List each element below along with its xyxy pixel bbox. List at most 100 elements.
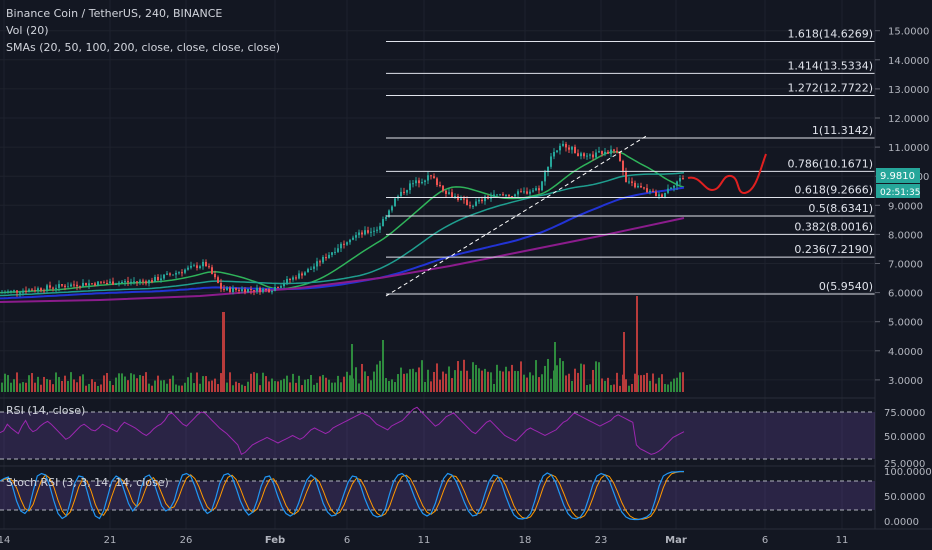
candle-body[interactable] bbox=[445, 190, 447, 194]
candle-body[interactable] bbox=[538, 188, 540, 191]
candle-body[interactable] bbox=[67, 286, 69, 288]
candle-body[interactable] bbox=[535, 188, 537, 191]
candle-body[interactable] bbox=[136, 281, 138, 283]
candle-body[interactable] bbox=[25, 290, 27, 292]
candle-body[interactable] bbox=[52, 287, 54, 289]
candle-body[interactable] bbox=[283, 283, 285, 287]
candle-body[interactable] bbox=[334, 251, 336, 253]
candle-body[interactable] bbox=[325, 256, 327, 259]
candle-body[interactable] bbox=[412, 183, 414, 185]
candle-body[interactable] bbox=[649, 190, 651, 193]
candle-body[interactable] bbox=[4, 292, 6, 294]
legend-volume[interactable]: Vol (20) bbox=[6, 24, 49, 37]
candle-body[interactable] bbox=[580, 153, 582, 157]
candle-body[interactable] bbox=[655, 191, 657, 197]
candle-body[interactable] bbox=[100, 281, 102, 283]
candle-body[interactable] bbox=[400, 191, 402, 197]
candle-body[interactable] bbox=[643, 187, 645, 189]
candle-body[interactable] bbox=[673, 185, 675, 188]
candle-body[interactable] bbox=[379, 226, 381, 230]
candle-body[interactable] bbox=[139, 280, 141, 282]
candle-body[interactable] bbox=[214, 273, 216, 278]
candle-body[interactable] bbox=[451, 192, 453, 198]
candle-body[interactable] bbox=[64, 285, 66, 288]
candle-body[interactable] bbox=[439, 184, 441, 186]
candle-body[interactable] bbox=[505, 195, 507, 197]
candle-body[interactable] bbox=[574, 146, 576, 154]
candle-body[interactable] bbox=[568, 147, 570, 150]
candle-body[interactable] bbox=[196, 265, 198, 268]
candle-body[interactable] bbox=[418, 180, 420, 184]
candle-body[interactable] bbox=[121, 281, 123, 283]
candle-body[interactable] bbox=[589, 154, 591, 156]
candle-body[interactable] bbox=[499, 194, 501, 196]
candle-body[interactable] bbox=[682, 178, 684, 180]
candle-body[interactable] bbox=[172, 274, 174, 276]
sma-200-line[interactable] bbox=[0, 217, 685, 303]
candle-body[interactable] bbox=[337, 248, 339, 252]
candle-body[interactable] bbox=[658, 194, 660, 197]
candle-body[interactable] bbox=[613, 149, 615, 151]
candle-body[interactable] bbox=[49, 285, 51, 288]
fib-trend-line[interactable] bbox=[385, 134, 649, 297]
candle-body[interactable] bbox=[676, 181, 678, 186]
candle-body[interactable] bbox=[541, 181, 543, 191]
candle-body[interactable] bbox=[364, 230, 366, 235]
candle-body[interactable] bbox=[331, 252, 333, 255]
stoch-axis[interactable]: 100.0000 50.0000 0.0000 bbox=[884, 467, 932, 528]
rsi-axis[interactable]: 75.0000 50.0000 25.0000 bbox=[884, 408, 925, 470]
candle-body[interactable] bbox=[652, 190, 654, 192]
candle-body[interactable] bbox=[565, 143, 567, 148]
legend-title[interactable]: Binance Coin / TetherUS, 240, BINANCE bbox=[6, 7, 222, 20]
candle-body[interactable] bbox=[244, 289, 246, 293]
candle-body[interactable] bbox=[532, 190, 534, 192]
candle-body[interactable] bbox=[157, 276, 159, 281]
candle-body[interactable] bbox=[493, 194, 495, 197]
sma-50-line[interactable] bbox=[0, 172, 685, 297]
candle-body[interactable] bbox=[277, 286, 279, 288]
candle-body[interactable] bbox=[175, 272, 177, 275]
candle-body[interactable] bbox=[424, 180, 426, 183]
candle-body[interactable] bbox=[22, 290, 24, 293]
candle-body[interactable] bbox=[238, 289, 240, 292]
candle-body[interactable] bbox=[298, 273, 300, 279]
candle-body[interactable] bbox=[358, 232, 360, 236]
candle-body[interactable] bbox=[94, 283, 96, 286]
candle-body[interactable] bbox=[640, 185, 642, 188]
candle-body[interactable] bbox=[301, 273, 303, 276]
candle-body[interactable] bbox=[184, 269, 186, 273]
candle-body[interactable] bbox=[154, 276, 156, 282]
candle-body[interactable] bbox=[427, 175, 429, 181]
candle-body[interactable] bbox=[355, 235, 357, 238]
candle-body[interactable] bbox=[70, 284, 72, 287]
candle-body[interactable] bbox=[58, 284, 60, 288]
candle-body[interactable] bbox=[241, 289, 243, 292]
candle-body[interactable] bbox=[463, 198, 465, 200]
candle-body[interactable] bbox=[181, 272, 183, 274]
candle-body[interactable] bbox=[592, 154, 594, 158]
candle-body[interactable] bbox=[511, 196, 513, 198]
candle-body[interactable] bbox=[430, 175, 432, 177]
candle-body[interactable] bbox=[361, 232, 363, 235]
candle-body[interactable] bbox=[79, 286, 81, 288]
candle-body[interactable] bbox=[232, 288, 234, 293]
candle-body[interactable] bbox=[199, 266, 201, 268]
candle-body[interactable] bbox=[103, 282, 105, 284]
candle-body[interactable] bbox=[145, 281, 147, 284]
candle-body[interactable] bbox=[190, 265, 192, 268]
candle-body[interactable] bbox=[97, 281, 99, 286]
time-axis[interactable]: 14 21 26 Feb 6 11 18 23 Mar 6 11 bbox=[0, 535, 848, 546]
candle-body[interactable] bbox=[571, 146, 573, 150]
candle-body[interactable] bbox=[19, 292, 21, 294]
candle-body[interactable] bbox=[415, 180, 417, 184]
candle-body[interactable] bbox=[646, 188, 648, 193]
candle-body[interactable] bbox=[202, 261, 204, 267]
candle-body[interactable] bbox=[550, 156, 552, 167]
candle-body[interactable] bbox=[307, 269, 309, 273]
candle-body[interactable] bbox=[235, 288, 237, 290]
candle-body[interactable] bbox=[598, 151, 600, 153]
candle-body[interactable] bbox=[148, 280, 150, 284]
candle-body[interactable] bbox=[637, 185, 639, 188]
candle-body[interactable] bbox=[556, 150, 558, 152]
